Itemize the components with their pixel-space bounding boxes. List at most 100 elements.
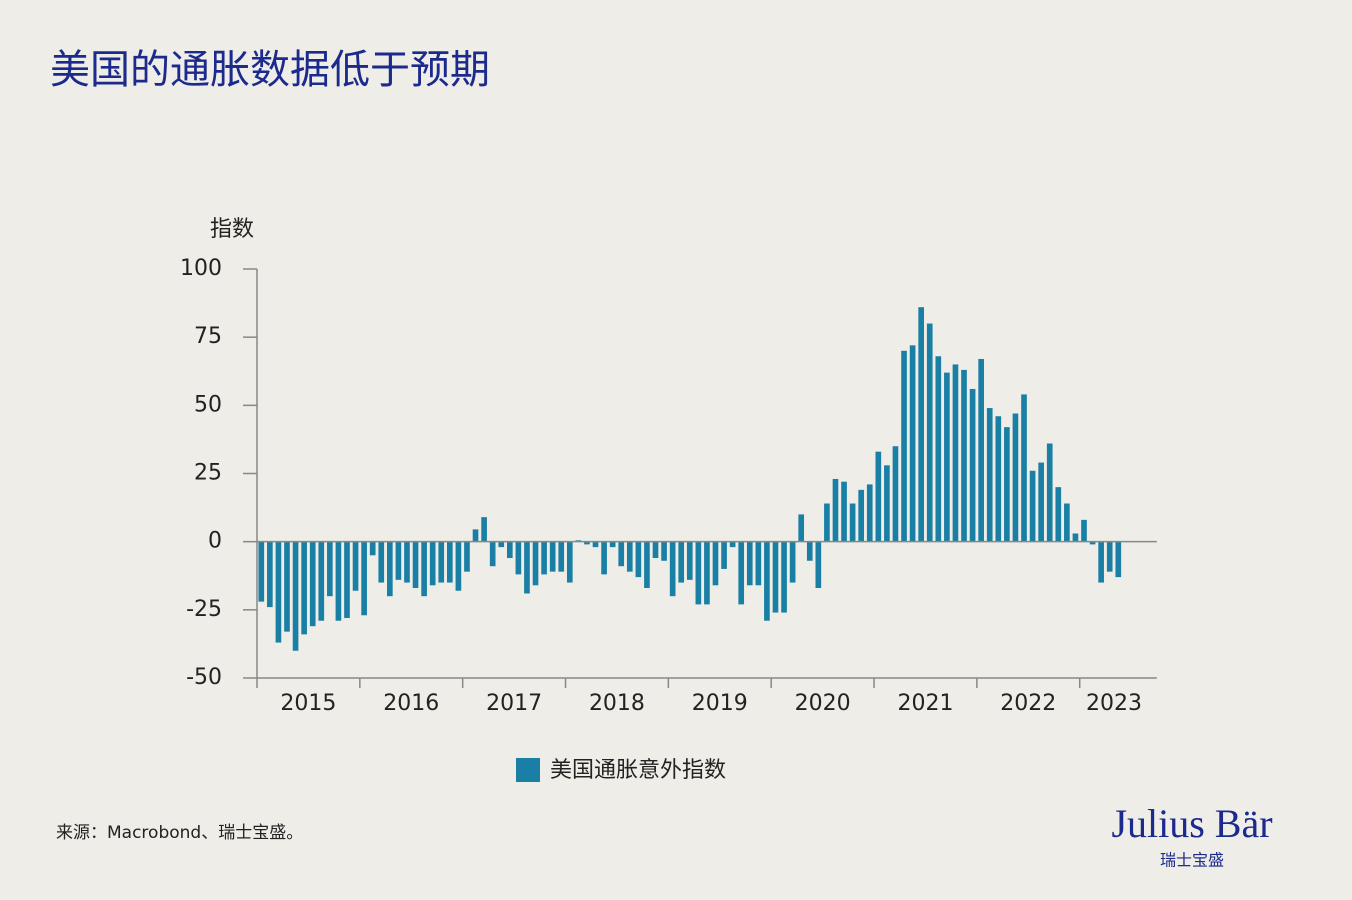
y-tick-label: 100 [180,256,222,281]
bar [609,541,616,548]
bar [712,541,719,586]
bar [498,541,505,548]
bar [832,478,839,542]
bar [618,541,625,567]
bar [635,541,642,578]
bar [626,541,633,572]
legend-swatch [516,758,540,782]
bar [1098,541,1104,583]
bar [798,514,805,542]
bar [558,541,565,572]
bar [772,541,779,613]
x-tick-label: 2016 [383,691,439,716]
bar [532,541,539,586]
bar [378,541,385,583]
bar [926,323,933,542]
bar [327,541,333,597]
bar [1089,541,1096,545]
bar [566,541,573,583]
bar [755,541,762,586]
bar [1038,462,1044,542]
bar [1072,533,1079,542]
bar [584,541,590,545]
bar [387,541,393,597]
bar [866,484,873,542]
bar [464,541,470,572]
bar [275,541,282,643]
brand: Julius Bär [1111,801,1272,846]
bar [781,541,787,613]
bar [918,307,925,542]
brand-sub: 瑞士宝盛 [1160,851,1224,870]
bar [506,541,513,559]
legend-label: 美国通胀意外指数 [550,758,726,783]
bar [969,388,976,542]
bar [421,541,427,597]
x-tick-label: 2022 [1000,691,1056,716]
x-tick-label: 2018 [589,691,645,716]
bar [909,345,916,542]
bar [455,541,462,591]
bar [789,541,796,583]
x-tick-label: 2015 [280,691,336,716]
y-axis-label: 指数 [210,217,254,242]
x-tick-label: 2019 [692,691,748,716]
bar [258,541,265,602]
bar [284,541,290,632]
y-tick-label: 50 [194,392,222,417]
bar [892,446,899,542]
bar [944,372,950,542]
bar [686,541,693,580]
bar [1064,503,1070,542]
y-tick-label: 0 [208,529,222,554]
bar [541,541,547,575]
bar [267,541,273,608]
bar [335,541,342,621]
bar [438,541,445,583]
title: 美国的通胀数据低于预期 [50,47,490,93]
bar [986,408,993,542]
bar [884,465,890,542]
bar [309,541,316,627]
bar [849,503,856,542]
bar [661,541,667,561]
bar [472,529,479,542]
bar [1046,443,1053,542]
bar [952,364,959,542]
bar [824,503,830,542]
bar [738,541,745,605]
bar [729,541,736,548]
bar [815,541,822,589]
bar [695,541,702,605]
bar [1055,487,1062,542]
bar [515,541,522,575]
source: 来源：Macrobond、瑞士宝盛。 [56,823,303,843]
y-tick-label: -50 [186,665,222,690]
bar [446,541,453,583]
bar [721,541,727,569]
bar [395,541,402,580]
bar [1115,541,1122,578]
bar [318,541,325,621]
bar [549,541,556,572]
bar [978,358,984,542]
bar [1081,519,1087,542]
bar [746,541,753,586]
bar [961,369,967,542]
bar [1021,394,1027,542]
bar [292,541,299,651]
bar [652,541,659,559]
bar [995,416,1002,542]
bar [875,451,882,542]
bar [404,541,410,583]
bar [429,541,436,586]
bar [369,541,376,556]
x-tick-label: 2020 [795,691,851,716]
bar [481,517,487,542]
bar [1029,470,1036,542]
bar [858,489,865,542]
bar [644,541,650,589]
